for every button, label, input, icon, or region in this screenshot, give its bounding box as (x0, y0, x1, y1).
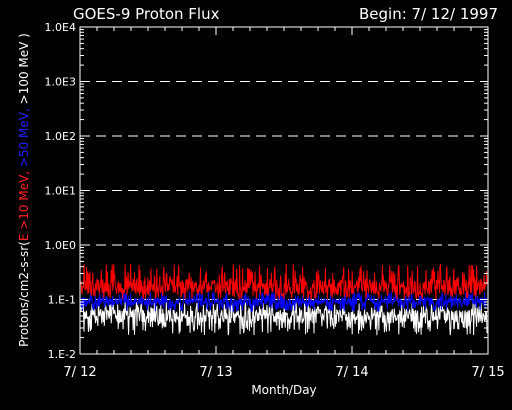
x-axis: 7/ 12 7/ 13 7/ 14 7/ 15 (63, 27, 505, 380)
chart-title: GOES-9 Proton Flux (73, 5, 220, 23)
y-tick-label-6: 1.0E4 (45, 21, 76, 34)
data-series (80, 263, 488, 336)
y-tick-label-1: 1.E-1 (48, 294, 76, 307)
series-line-2 (80, 263, 488, 300)
y-tick-label-3: 1.0E1 (45, 185, 76, 198)
y-axis-label-part-1: >50 MeV, (17, 104, 31, 167)
y-axis-label: Protons/cm2-s-sr(E >10 MeV, >50 MeV, >10… (17, 33, 31, 347)
y-axis: 1.E-2 1.E-1 1.0E0 1.0E1 1.0E2 1.0E3 1.0E4 (45, 21, 488, 361)
y-axis-label-part-2: >100 MeV ) (17, 33, 31, 104)
y-axis-label-prefix: Protons/cm2-s-sr( (17, 241, 31, 347)
series-line-0 (80, 300, 488, 336)
y-tick-label-0: 1.E-2 (48, 348, 76, 361)
x-tick-label-1: 7/ 13 (199, 365, 232, 380)
x-tick-label-3: 7/ 15 (471, 365, 504, 380)
x-tick-label-0: 7/ 12 (63, 365, 96, 380)
begin-date: Begin: 7/ 12/ 1997 (359, 5, 498, 23)
y-axis-label-part-0: E >10 MeV, (17, 167, 31, 241)
x-tick-label-2: 7/ 14 (335, 365, 368, 380)
y-tick-label-2: 1.0E0 (45, 239, 76, 252)
series-line-1 (80, 290, 488, 313)
y-tick-label-5: 1.0E3 (45, 76, 76, 89)
x-axis-label: Month/Day (251, 383, 316, 397)
y-tick-label-4: 1.0E2 (45, 130, 76, 143)
grid-lines (80, 81, 488, 300)
